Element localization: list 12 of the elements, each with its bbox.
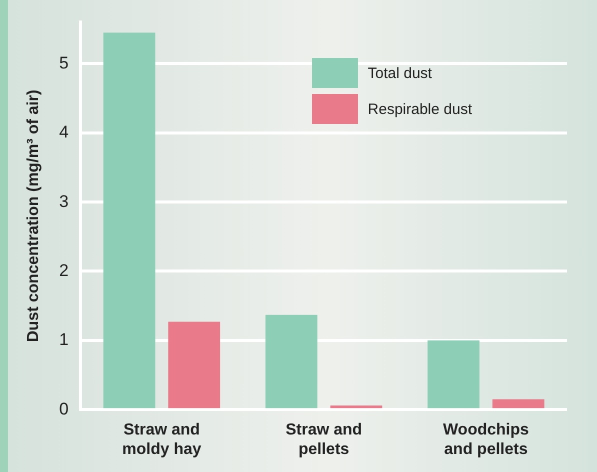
y-tick-label: 4: [59, 122, 69, 142]
y-tick-label: 0: [59, 399, 69, 418]
legend-label: Respirable dust: [368, 100, 472, 118]
x-tick-label: Straw and pellets: [286, 422, 362, 458]
y-tick-label: 1: [59, 330, 69, 350]
legend-label: Total dust: [368, 64, 432, 82]
y-tick-label: 5: [59, 53, 69, 72]
x-tick-label: Woodchips and pellets: [442, 422, 530, 458]
y-tick-label: 2: [59, 260, 69, 280]
x-tick-label: Straw and moldy hay: [122, 422, 202, 458]
y-tick-label: 3: [59, 192, 69, 211]
y-axis-title: Dust concentration (mg/m³ of air): [25, 90, 42, 342]
